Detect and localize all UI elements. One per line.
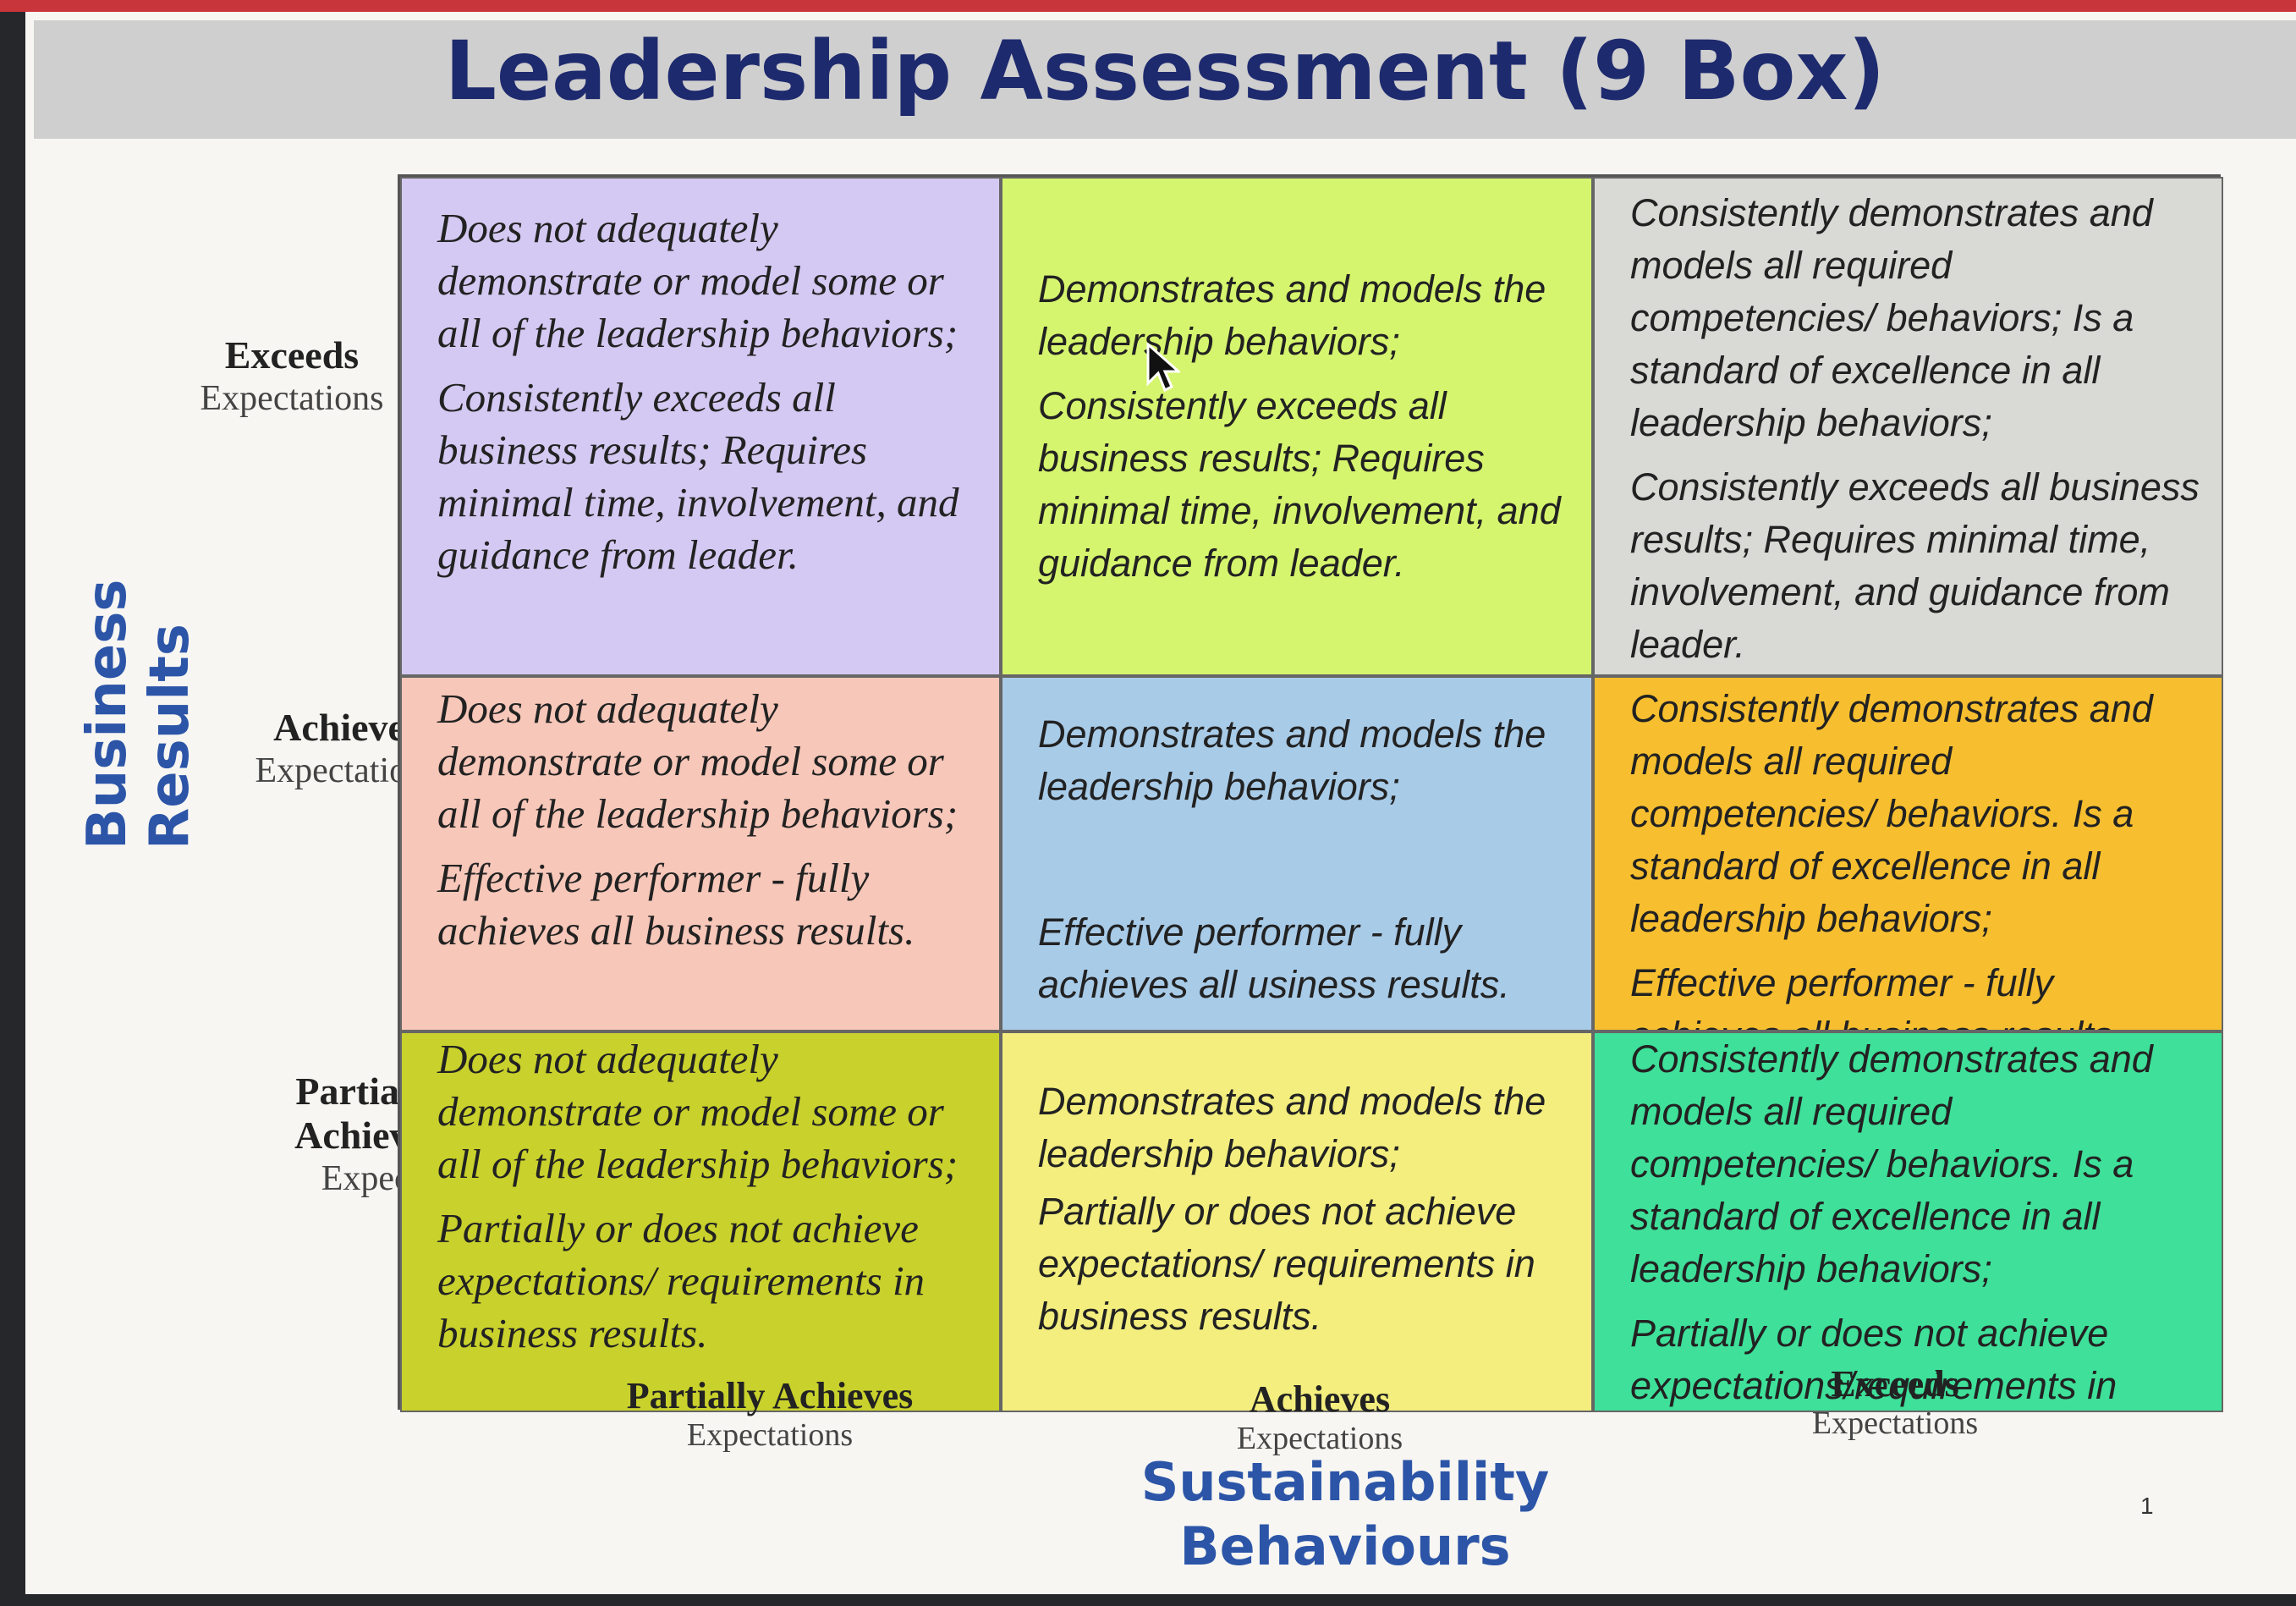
slide-title: Leadership Assessment (9 Box) [444,24,1886,118]
box-behaviour-text: Consistently demonstrates and models all… [1630,191,2153,444]
col-label-light: Expectations [1236,1421,1403,1456]
title-bar: Leadership Assessment (9 Box) [34,20,2296,139]
col-label-partially-achieves: Partially Achieves Expectations [592,1376,948,1454]
y-axis-title-line2: Results [139,624,201,850]
box-achieves-results-achieves-behaviours: Demonstrates and models the leadership b… [1001,676,1593,1031]
box-results-text: Partially or does not achieve expectatio… [1630,1312,2117,1407]
box-results-text: Effective performer - fully achieves all… [1038,910,1510,1006]
col-label-strong: Achieves [1249,1378,1391,1420]
box-results-text: Consistently exceeds all business result… [1038,384,1561,585]
box-exceeds-results-partial-behaviours: Does not adequately demonstrate or model… [400,177,1001,676]
box-behaviour-text: Does not adequately demonstrate or model… [437,685,958,837]
x-axis-title-line1: Sustainability [1140,1451,1550,1513]
box-achieves-results-exceeds-behaviours: Consistently demonstrates and models all… [1593,676,2223,1031]
row-label-exceeds: Exceeds Expectations [178,333,406,420]
row-label-strong: Exceeds [224,333,360,377]
box-behaviour-text: Demonstrates and models the leadership b… [1038,1080,1546,1175]
box-behaviour-text: Demonstrates and models the leadership b… [1038,712,1546,808]
row-label-strong: Achieves [273,706,420,749]
col-label-exceeds: Exceeds Expectations [1760,1364,2030,1442]
y-axis-title: Business Results [76,494,201,850]
box-results-text: Effective performer - fully achieves all… [437,855,915,954]
page-number: 1 [2140,1493,2154,1519]
x-axis-title: Sustainability Behaviours [1041,1450,1650,1579]
box-behaviour-text: Demonstrates and models the leadership b… [1038,267,1546,363]
box-exceeds-results-achieves-behaviours: Demonstrates and models the leadership b… [1001,177,1593,676]
box-behaviour-text: Does not adequately demonstrate or model… [437,205,958,356]
window-top-strip [0,0,2296,12]
col-label-light: Expectations [1811,1405,1979,1441]
box-achieves-results-partial-behaviours: Does not adequately demonstrate or model… [400,676,1001,1031]
box-partial-results-partial-behaviours: Does not adequately demonstrate or model… [400,1031,1001,1412]
box-behaviour-text: Consistently demonstrates and models all… [1630,687,2153,940]
box-results-text: Partially or does not achieve expectatio… [437,1205,926,1356]
box-behaviour-text: Does not adequately demonstrate or model… [437,1036,958,1187]
col-label-strong: Partially Achieves [626,1375,914,1416]
slide: Leadership Assessment (9 Box) Business R… [25,12,2296,1594]
box-results-text: Consistently exceeds all business result… [437,374,959,578]
col-label-strong: Exceeds [1831,1363,1959,1405]
mouse-pointer-icon [1146,343,1180,393]
box-behaviour-text: Consistently demonstrates and models all… [1630,1037,2153,1290]
box-results-text: Consistently exceeds all business result… [1630,465,2200,666]
box-results-text: Effective performer - fully achieves all… [1630,961,2123,1030]
box-results-text: Partially or does not achieve expectatio… [1038,1190,1535,1338]
row-label-light: Expectations [200,379,384,418]
col-label-achieves: Achieves Expectations [1184,1379,1455,1457]
col-label-light: Expectations [686,1417,854,1453]
y-axis-title-line1: Business [76,579,139,850]
box-partial-results-achieves-behaviours: Demonstrates and models the leadership b… [1001,1031,1593,1412]
box-partial-results-exceeds-behaviours: Consistently demonstrates and models all… [1593,1031,2223,1412]
x-axis-title-line2: Behaviours [1179,1515,1511,1577]
nine-box-grid: Does not adequately demonstrate or model… [398,174,2223,1412]
box-exceeds-results-exceeds-behaviours: Consistently demonstrates and models all… [1593,177,2223,676]
